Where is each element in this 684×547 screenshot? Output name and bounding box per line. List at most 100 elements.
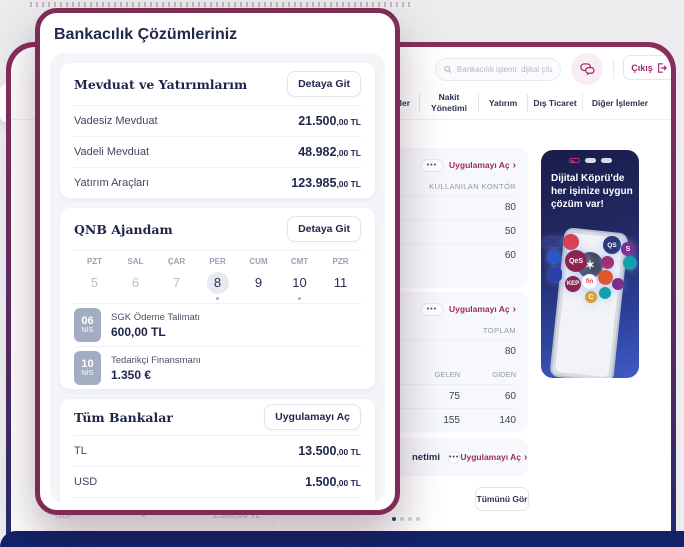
event-title: SGK Ödeme Talimatı xyxy=(111,311,201,323)
deposit-amount: 48.982,00 TL xyxy=(298,145,361,159)
kontor-column-header: KULLANILAN KONTÖR xyxy=(429,182,516,191)
open-app-link[interactable]: Uygulamayı Aç xyxy=(460,452,527,463)
week-calendar: PZT SAL ÇAR PER CUM CMT PZR 5 6 7 8 9 10… xyxy=(74,250,361,303)
nav-divider xyxy=(419,94,420,112)
chat-icon xyxy=(579,62,595,76)
app-icon-c: C xyxy=(585,291,597,303)
deposit-label: Vadeli Mevduat xyxy=(74,146,150,158)
pagination-dots xyxy=(392,517,420,521)
event-dot xyxy=(298,297,301,300)
calendar-day[interactable]: 6 xyxy=(131,275,140,290)
weekday-label: PZR xyxy=(332,257,349,266)
pagination-dot[interactable] xyxy=(408,517,412,521)
event-dot xyxy=(216,297,219,300)
deposits-card-title: Mevduat ve Yatırımlarım xyxy=(74,76,248,92)
app-icon-qf xyxy=(601,256,614,269)
logout-button[interactable]: Çıkış xyxy=(623,55,671,80)
in-header: GELEN xyxy=(434,370,460,379)
banner-text: Dijital Köprü'de her işinize uygun çözüm… xyxy=(551,173,633,210)
open-app-button[interactable]: Uygulamayı Aç xyxy=(264,404,361,430)
pagination-dot[interactable] xyxy=(416,517,420,521)
calendar-day[interactable]: 9 xyxy=(254,275,263,290)
logout-icon xyxy=(657,62,667,73)
event-month: NİS xyxy=(81,370,94,378)
summary-total: 80 xyxy=(312,339,516,363)
search-input[interactable] xyxy=(456,65,552,74)
app-icon-qes: QeS xyxy=(565,250,587,272)
currency-amount: 1.500,00 TL xyxy=(305,475,361,489)
deposits-detail-button[interactable]: Detaya Git xyxy=(287,71,361,97)
banner-pill xyxy=(584,158,596,163)
app-icon-teal-small xyxy=(599,287,611,299)
bottom-navy-bar xyxy=(0,531,684,547)
chat-button[interactable] xyxy=(571,53,603,85)
app-icon-orange xyxy=(598,270,613,285)
nav-item-diger-islemler[interactable]: Diğer İşlemler xyxy=(591,97,649,108)
in-out-row: 75 60 xyxy=(312,384,516,408)
agenda-event[interactable]: 10 NİS Tedarikçi Finansmanı 1.350 € xyxy=(74,346,361,389)
search-input-wrapper xyxy=(435,58,561,81)
currency-label: TL xyxy=(74,445,87,457)
out-value: 140 xyxy=(499,415,516,426)
event-title: Tedarikçi Finansmanı xyxy=(111,354,201,366)
app-icon-fin: fin xyxy=(582,274,597,289)
app-icon-red xyxy=(563,234,579,250)
weekday-label: PER xyxy=(209,257,226,266)
weekday-label: CUM xyxy=(249,257,268,266)
banner-pill xyxy=(568,158,580,163)
agenda-detail-button[interactable]: Detaya Git xyxy=(287,216,361,242)
event-day: 06 xyxy=(81,315,94,328)
weekday-label: SAL xyxy=(127,257,144,266)
event-amount: 600,00 TL xyxy=(111,324,166,339)
open-app-link[interactable]: Uygulamayı Aç xyxy=(449,304,516,315)
app-icon-s: S xyxy=(621,242,635,256)
calendar-day[interactable]: 7 xyxy=(172,275,181,290)
more-options-icon[interactable] xyxy=(447,450,461,464)
nav-item-nakit-yonetimi[interactable]: Nakit Yönetimi xyxy=(431,92,467,113)
partially-hidden-card-label: netimi xyxy=(412,451,440,463)
dijital-kopru-banner[interactable]: Dijital Köprü'de her işinize uygun çözüm… xyxy=(541,150,639,378)
more-options-icon[interactable] xyxy=(421,158,444,172)
currency-row xyxy=(74,497,361,503)
nav-divider xyxy=(527,94,528,112)
kontor-value: 50 xyxy=(312,219,516,243)
weekday-label: ÇAR xyxy=(167,257,186,266)
nav-item-yatirim[interactable]: Yatırım xyxy=(488,97,518,108)
modal-top-shadow-speckle xyxy=(30,2,410,7)
currency-row: USD 1.500,00 TL xyxy=(74,466,361,497)
calendar-day[interactable]: 10 xyxy=(292,275,307,290)
banner-pills xyxy=(541,158,639,163)
see-all-button[interactable]: Tümünü Gör xyxy=(475,487,529,511)
in-value: 75 xyxy=(448,391,460,402)
nav-item-dis-ticaret[interactable]: Dış Ticaret xyxy=(533,97,577,108)
out-value: 60 xyxy=(504,391,516,402)
deposit-row: Vadeli Mevduat 48.982,00 TL xyxy=(74,136,361,167)
deposit-label: Vadesiz Mevduat xyxy=(74,115,158,127)
pagination-dot[interactable] xyxy=(392,517,396,521)
app-icon-teal xyxy=(623,256,637,270)
open-app-link[interactable]: Uygulamayı Aç xyxy=(449,160,516,171)
nav-divider xyxy=(478,94,479,112)
deposit-row: Yatırım Araçları 123.985,00 TL xyxy=(74,167,361,198)
deposits-card: Mevduat ve Yatırımlarım Detaya Git Vades… xyxy=(60,63,375,198)
calendar-day-selected[interactable]: 8 xyxy=(197,271,238,297)
event-month: NİS xyxy=(81,327,94,335)
currency-row: TL 13.500,00 TL xyxy=(74,435,361,466)
calendar-day[interactable]: 11 xyxy=(333,275,348,290)
app-icon-square xyxy=(549,268,562,281)
gbp-amount: 1.500,00 TL xyxy=(212,510,261,520)
more-options-icon[interactable] xyxy=(421,302,444,316)
event-day: 10 xyxy=(81,358,94,371)
calendar-day[interactable]: 5 xyxy=(90,275,99,290)
pagination-dot[interactable] xyxy=(400,517,404,521)
agenda-card: QNB Ajandam Detaya Git PZT SAL ÇAR PER C… xyxy=(60,208,375,389)
gbp-label: GBP xyxy=(55,510,75,520)
deposit-amount: 21.500,00 TL xyxy=(298,114,361,128)
agenda-card-title: QNB Ajandam xyxy=(74,221,173,237)
currency-label: USD xyxy=(74,476,98,488)
banner-pill xyxy=(600,158,612,163)
in-out-headers: GELEN GİDEN xyxy=(312,370,516,379)
agenda-event[interactable]: 06 NİS SGK Ödeme Talimatı 600,00 TL xyxy=(74,303,361,346)
out-header: GİDEN xyxy=(492,370,516,379)
kontor-value: 80 xyxy=(312,195,516,219)
